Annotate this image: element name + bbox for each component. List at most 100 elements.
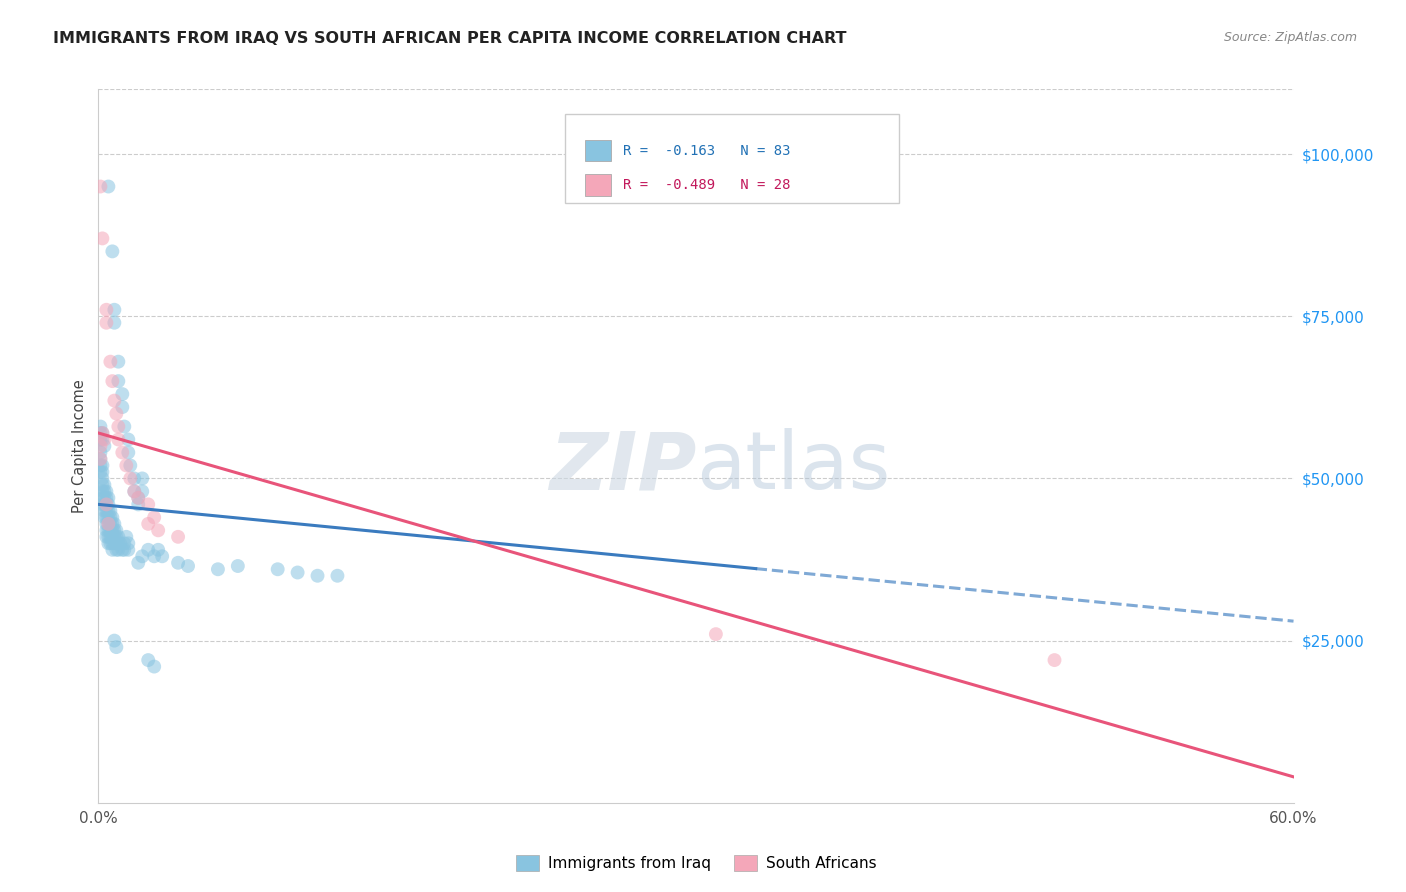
Point bbox=[112, 536, 135, 550]
Point bbox=[103, 516, 125, 531]
Point bbox=[98, 510, 122, 524]
Point bbox=[93, 478, 115, 492]
Point bbox=[96, 497, 118, 511]
Point bbox=[89, 465, 111, 479]
Point bbox=[101, 244, 124, 259]
Point bbox=[127, 556, 149, 570]
Point bbox=[93, 439, 115, 453]
Point bbox=[96, 504, 118, 518]
Point bbox=[96, 516, 118, 531]
Point bbox=[89, 433, 111, 447]
Point bbox=[91, 425, 114, 440]
Point bbox=[91, 484, 114, 499]
Point bbox=[97, 179, 120, 194]
Point bbox=[115, 458, 138, 473]
Y-axis label: Per Capita Income: Per Capita Income bbox=[72, 379, 87, 513]
Point bbox=[111, 387, 134, 401]
Point bbox=[111, 400, 134, 414]
Point bbox=[96, 497, 118, 511]
Point bbox=[98, 536, 122, 550]
Point bbox=[98, 516, 122, 531]
Point bbox=[93, 504, 115, 518]
Point bbox=[110, 536, 132, 550]
Point bbox=[89, 452, 111, 467]
Point bbox=[103, 302, 125, 317]
Point bbox=[91, 478, 114, 492]
Point bbox=[120, 471, 142, 485]
Point bbox=[103, 524, 125, 538]
Point bbox=[177, 559, 200, 574]
Point bbox=[89, 179, 111, 194]
Point bbox=[112, 542, 135, 557]
Point bbox=[117, 536, 139, 550]
Point bbox=[91, 458, 114, 473]
Point bbox=[107, 354, 129, 368]
Point bbox=[131, 549, 153, 564]
Point bbox=[96, 484, 118, 499]
Point bbox=[101, 516, 124, 531]
Point bbox=[97, 536, 120, 550]
Point bbox=[89, 458, 111, 473]
Point bbox=[103, 633, 125, 648]
Point bbox=[91, 491, 114, 505]
Point bbox=[111, 542, 134, 557]
Point bbox=[91, 433, 114, 447]
Point bbox=[101, 524, 124, 538]
Point bbox=[120, 458, 142, 473]
Point bbox=[98, 354, 122, 368]
Point bbox=[93, 497, 115, 511]
Point bbox=[101, 530, 124, 544]
Point bbox=[136, 516, 159, 531]
FancyBboxPatch shape bbox=[585, 140, 612, 161]
Point bbox=[131, 484, 153, 499]
Point bbox=[97, 516, 120, 531]
Text: atlas: atlas bbox=[696, 428, 890, 507]
Point bbox=[101, 510, 124, 524]
Point bbox=[103, 393, 125, 408]
Point bbox=[107, 374, 129, 388]
Point bbox=[326, 568, 349, 582]
Point bbox=[143, 510, 166, 524]
Point bbox=[105, 524, 128, 538]
FancyBboxPatch shape bbox=[585, 174, 612, 195]
Point bbox=[131, 471, 153, 485]
Text: R =  -0.163   N = 83: R = -0.163 N = 83 bbox=[623, 144, 790, 158]
Point bbox=[89, 452, 111, 467]
Point bbox=[97, 497, 120, 511]
Point bbox=[96, 530, 118, 544]
Point bbox=[127, 491, 149, 505]
Point bbox=[91, 231, 114, 245]
Point bbox=[101, 374, 124, 388]
Point bbox=[97, 510, 120, 524]
Point bbox=[96, 316, 118, 330]
Point bbox=[97, 530, 120, 544]
Point bbox=[97, 516, 120, 531]
Point bbox=[117, 542, 139, 557]
Point bbox=[89, 439, 111, 453]
Point bbox=[267, 562, 290, 576]
Point bbox=[117, 433, 139, 447]
Point bbox=[105, 407, 128, 421]
Point bbox=[105, 530, 128, 544]
Point bbox=[96, 491, 118, 505]
Point bbox=[136, 497, 159, 511]
Point bbox=[226, 559, 249, 574]
Point bbox=[91, 497, 114, 511]
Point bbox=[107, 530, 129, 544]
Point bbox=[97, 504, 120, 518]
Point bbox=[1043, 653, 1066, 667]
Point bbox=[704, 627, 727, 641]
Point bbox=[287, 566, 309, 580]
Point bbox=[124, 484, 146, 499]
Text: Source: ZipAtlas.com: Source: ZipAtlas.com bbox=[1223, 31, 1357, 45]
Point bbox=[96, 510, 118, 524]
Point bbox=[105, 542, 128, 557]
Point bbox=[103, 530, 125, 544]
Text: R =  -0.489   N = 28: R = -0.489 N = 28 bbox=[623, 178, 790, 192]
Point bbox=[105, 640, 128, 654]
Point bbox=[124, 484, 146, 499]
Point bbox=[98, 524, 122, 538]
Point bbox=[93, 433, 115, 447]
Point bbox=[167, 530, 190, 544]
Point bbox=[124, 471, 146, 485]
